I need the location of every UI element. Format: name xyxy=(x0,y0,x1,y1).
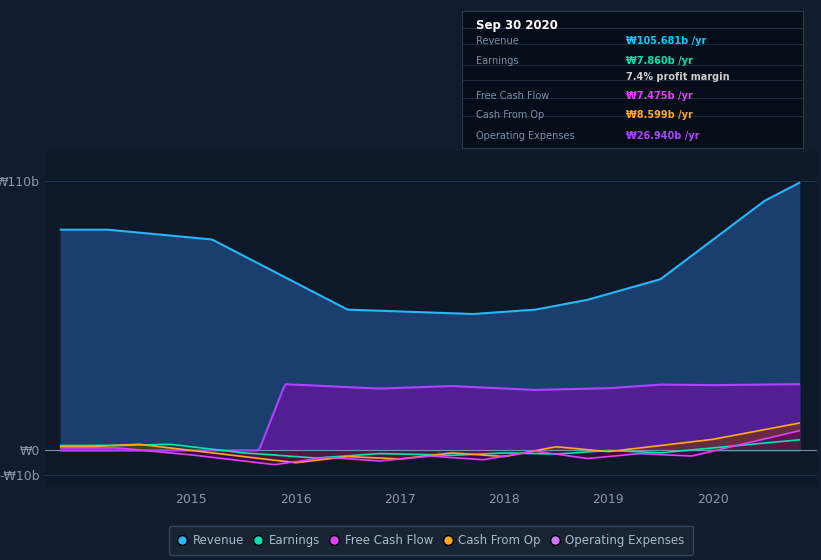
Text: Operating Expenses: Operating Expenses xyxy=(476,130,575,141)
Text: ₩7.860b /yr: ₩7.860b /yr xyxy=(626,57,693,67)
Text: ₩26.940b /yr: ₩26.940b /yr xyxy=(626,130,699,141)
Text: Sep 30 2020: Sep 30 2020 xyxy=(476,20,557,32)
Text: ₩7.475b /yr: ₩7.475b /yr xyxy=(626,91,693,101)
Text: Cash From Op: Cash From Op xyxy=(476,110,544,120)
Text: Earnings: Earnings xyxy=(476,57,518,67)
Text: 7.4% profit margin: 7.4% profit margin xyxy=(626,72,729,82)
Text: ₩8.599b /yr: ₩8.599b /yr xyxy=(626,110,693,120)
Text: ₩105.681b /yr: ₩105.681b /yr xyxy=(626,36,706,46)
Text: Free Cash Flow: Free Cash Flow xyxy=(476,91,549,101)
Text: Revenue: Revenue xyxy=(476,36,519,46)
Legend: Revenue, Earnings, Free Cash Flow, Cash From Op, Operating Expenses: Revenue, Earnings, Free Cash Flow, Cash … xyxy=(169,526,693,555)
